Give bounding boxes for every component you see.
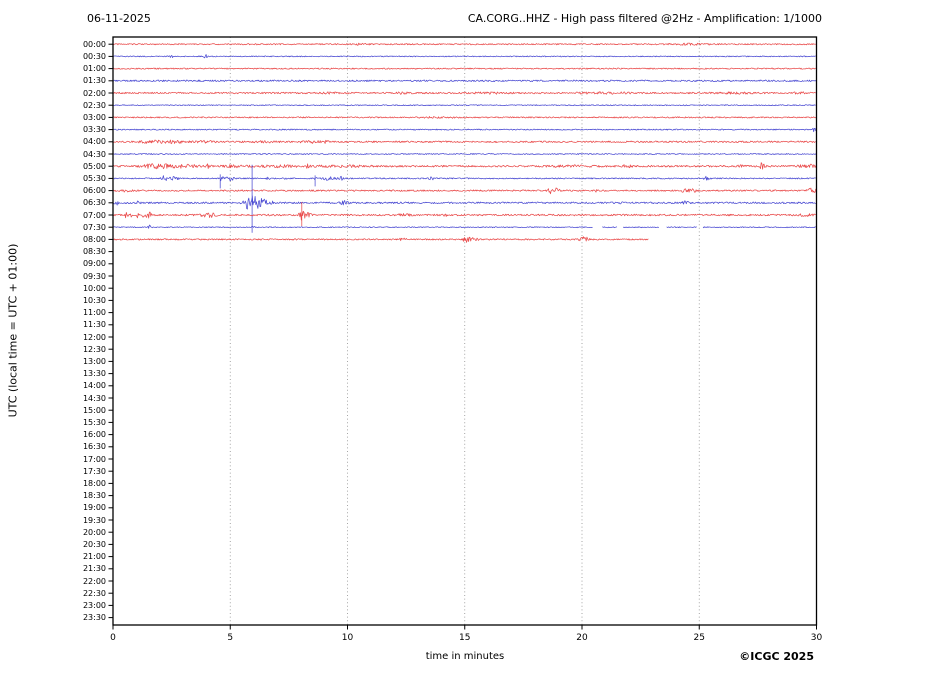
y-tick-label: 12:30 — [82, 344, 106, 354]
y-tick-label: 15:30 — [82, 417, 106, 427]
date-title: 06-11-2025 — [87, 12, 151, 25]
y-tick-label: 21:00 — [82, 552, 106, 562]
y-tick-label: 06:00 — [82, 186, 106, 196]
plot-border — [112, 36, 818, 626]
trace-0130 — [112, 79, 817, 82]
y-axis-label: UTC (local time = UTC + 01:00) — [6, 243, 20, 418]
trace-0330 — [112, 127, 817, 133]
y-tick-label: 11:00 — [82, 308, 106, 318]
y-tick-label: 09:30 — [82, 271, 106, 281]
y-tick-label: 12:00 — [82, 332, 106, 342]
x-tick-label: 15 — [459, 633, 471, 643]
y-tick-label: 08:30 — [82, 247, 106, 257]
x-tick-label: 20 — [576, 633, 588, 643]
y-tick-label: 22:30 — [82, 588, 106, 598]
y-tick-label: 04:00 — [82, 137, 106, 147]
y-tick-label: 04:30 — [82, 149, 106, 159]
y-tick-label: 06:30 — [82, 198, 106, 208]
x-tick-label: 25 — [693, 633, 705, 643]
trace-0300 — [112, 116, 817, 119]
y-tick-label: 19:30 — [82, 515, 106, 525]
y-tick-label: 01:00 — [82, 64, 106, 74]
y-tick-label: 14:00 — [82, 381, 106, 391]
trace-0600 — [112, 187, 817, 195]
trace-0800 — [112, 236, 649, 243]
station-filter-title: CA.CORG..HHZ - High pass filtered @2Hz -… — [467, 12, 822, 25]
trace-0030 — [112, 54, 816, 59]
y-tick-label: 21:30 — [82, 564, 106, 574]
y-tick-label: 16:00 — [82, 430, 106, 440]
y-tick-label: 10:00 — [82, 283, 106, 293]
trace-0400 — [112, 139, 816, 145]
y-tick-label: 18:30 — [82, 491, 106, 501]
y-tick-label: 07:30 — [82, 222, 106, 232]
y-tick-label: 02:00 — [82, 88, 106, 98]
trace-0430 — [112, 153, 817, 155]
y-tick-label: 09:00 — [82, 259, 106, 269]
y-tick-label: 00:00 — [82, 39, 106, 49]
y-tick-label: 01:30 — [82, 76, 106, 86]
x-axis-label: time in minutes — [425, 651, 505, 662]
y-tick-label: 00:30 — [82, 51, 106, 61]
trace-0700 — [112, 202, 817, 226]
y-tick-label: 18:00 — [82, 478, 106, 488]
y-tick-label: 02:30 — [82, 100, 106, 110]
y-tick-label: 05:00 — [82, 161, 106, 171]
y-tick-label: 05:30 — [82, 173, 106, 183]
y-tick-label: 17:30 — [82, 466, 106, 476]
trace-0530 — [112, 174, 816, 189]
y-tick-label: 20:30 — [82, 539, 106, 549]
trace-0100 — [112, 67, 816, 70]
y-tick-label: 20:00 — [82, 527, 106, 537]
x-tick-label: 10 — [341, 633, 354, 643]
trace-0630 — [112, 164, 816, 233]
y-tick-label: 16:30 — [82, 442, 106, 452]
y-tick-label: 15:00 — [82, 405, 106, 415]
y-tick-label: 22:00 — [82, 576, 106, 586]
x-tick-label: 0 — [110, 633, 116, 643]
y-tick-label: 11:30 — [82, 320, 106, 330]
y-tick-label: 10:30 — [82, 295, 106, 305]
x-tick-label: 30 — [810, 633, 823, 643]
y-tick-label: 13:00 — [82, 356, 106, 366]
y-tick-label: 03:00 — [82, 112, 106, 122]
trace-0230 — [112, 104, 816, 107]
y-tick-label: 14:30 — [82, 393, 106, 403]
y-tick-label: 03:30 — [82, 125, 106, 135]
trace-0730 — [112, 224, 817, 229]
y-tick-label: 17:00 — [82, 454, 106, 464]
y-tick-label: 08:00 — [82, 234, 106, 244]
y-tick-label: 19:00 — [82, 503, 106, 513]
y-tick-label: 13:30 — [82, 369, 106, 379]
trace-0200 — [112, 91, 817, 95]
y-tick-label: 07:00 — [82, 210, 106, 220]
trace-0000 — [112, 42, 816, 46]
y-tick-label: 23:00 — [82, 600, 106, 610]
trace-0500 — [112, 162, 817, 170]
y-tick-label: 23:30 — [82, 613, 106, 623]
copyright-label: ©ICGC 2025 — [739, 650, 814, 663]
x-tick-label: 5 — [227, 633, 234, 643]
